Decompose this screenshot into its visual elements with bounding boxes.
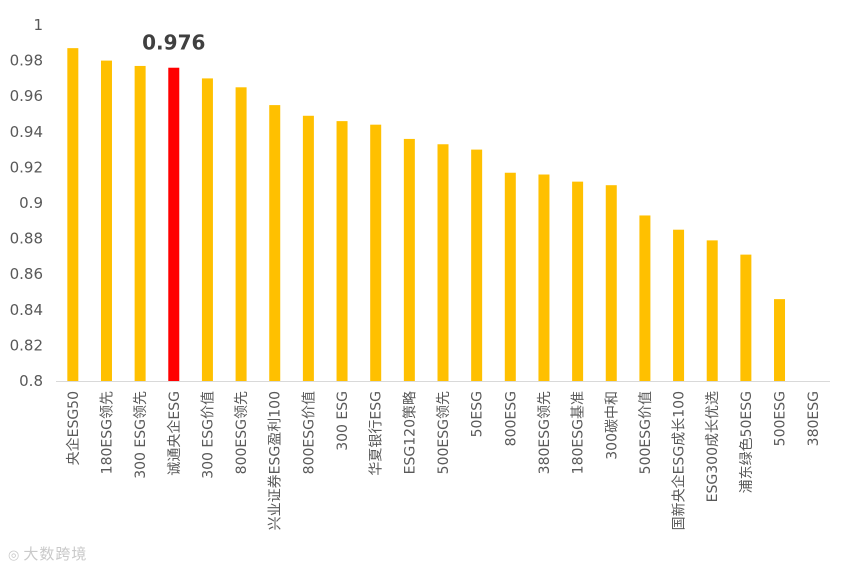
bar (504, 172, 516, 381)
y-tick-label: 0.9 (19, 194, 43, 212)
bar (134, 65, 146, 381)
y-tick-label: 1 (33, 16, 43, 34)
y-tick-label: 0.96 (10, 87, 43, 105)
x-tick-label: 央企ESG50 (65, 391, 82, 465)
x-tick-label: 180ESG领先 (99, 391, 115, 474)
y-tick-label: 0.84 (10, 301, 43, 319)
x-tick-label: 300碳中和 (604, 391, 620, 460)
highlight-annotation: 0.976 (142, 31, 205, 55)
bar (471, 149, 483, 381)
logo-icon: ◎ (8, 548, 21, 563)
x-tick-label: 50ESG (470, 391, 486, 437)
x-tick-label: 国新央企ESG成长100 (671, 391, 688, 530)
x-tick-label: 180ESG基准 (570, 391, 587, 474)
x-tick-label: ESG120策略 (401, 391, 418, 474)
x-tick-label: 500ESG (773, 391, 789, 446)
x-tick-label: 380ESG领先 (537, 391, 553, 474)
watermark: ◎ 大数跨境 (8, 543, 87, 564)
x-tick-label: 380ESG (806, 391, 822, 446)
bar (100, 60, 112, 381)
bar (740, 254, 752, 381)
x-tick-label: 300 ESG (335, 391, 351, 451)
bar (774, 299, 786, 381)
bar (437, 144, 449, 381)
bar (201, 78, 213, 382)
y-tick-label: 0.82 (10, 336, 43, 354)
x-tick-label: 500ESG领先 (436, 391, 452, 474)
y-tick-label: 0.98 (10, 52, 43, 70)
x-tick-label: 500ESG价值 (638, 391, 654, 474)
bar (605, 185, 617, 381)
y-tick-label: 0.94 (10, 123, 43, 141)
y-axis: 0.8 0.82 0.84 0.86 0.88 0.9 0.92 0.94 0.96 0.98 1 (10, 16, 43, 390)
bars (67, 48, 786, 382)
x-tick-label: 浦东绿色50ESG (738, 391, 755, 493)
x-tick-label: 华夏银行ESG (369, 391, 385, 476)
watermark-text: 大数跨境 (23, 545, 88, 563)
y-tick-label: 0.86 (10, 265, 43, 283)
bar-highlight (168, 67, 180, 381)
bar (370, 124, 382, 382)
bar (67, 48, 79, 381)
bar (336, 121, 348, 382)
x-tick-label: 800ESG价值 (301, 391, 317, 474)
x-tick-label: 800ESG领先 (234, 391, 250, 474)
x-tick-label: ESG300成长优选 (705, 391, 721, 502)
x-tick-label: 兴业证券ESG盈利100 (268, 391, 284, 530)
x-axis: 央企ESG50 180ESG领先 300 ESG领先 诚通央企ESG 300 ESG价值… (65, 391, 822, 530)
bar (538, 174, 550, 381)
y-tick-label: 0.88 (10, 230, 43, 248)
x-tick-label: 800ESG (503, 391, 519, 446)
bar (639, 215, 651, 381)
bar (302, 115, 314, 381)
bar (673, 229, 685, 381)
bar (269, 105, 281, 381)
x-tick-label: 300 ESG价值 (200, 391, 216, 479)
bar (572, 181, 584, 381)
bar (706, 240, 718, 381)
bar (403, 138, 415, 381)
bar (235, 87, 247, 382)
y-tick-label: 0.8 (19, 372, 43, 390)
y-tick-label: 0.92 (10, 158, 43, 176)
x-tick-label: 诚通央企ESG (166, 391, 183, 476)
x-tick-label: 300 ESG领先 (133, 391, 149, 479)
